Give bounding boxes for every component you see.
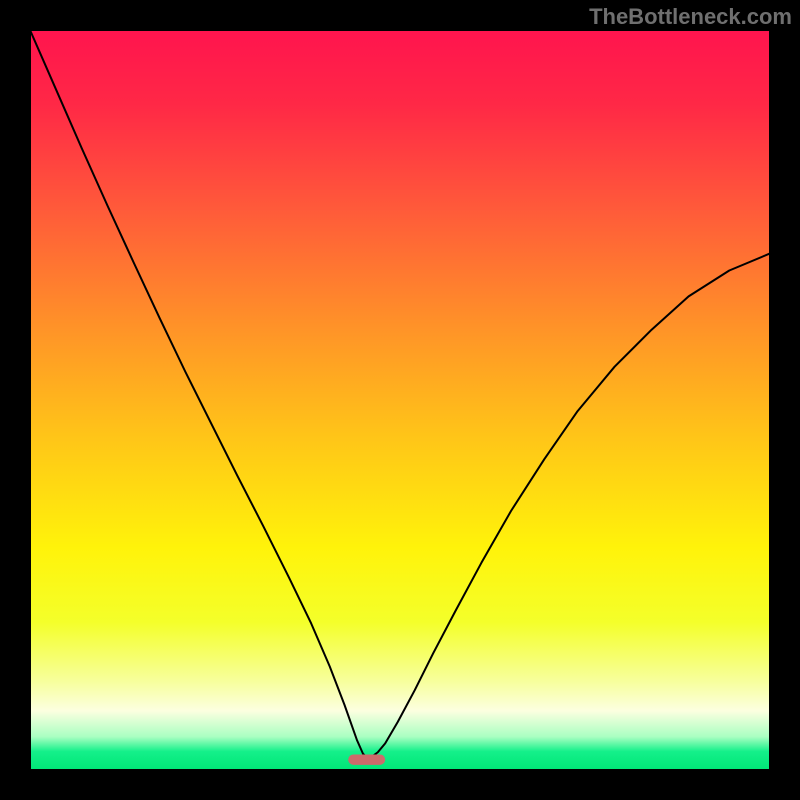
chart-container: { "watermark": { "text": "TheBottleneck.… (0, 0, 800, 800)
bottleneck-chart (0, 0, 800, 800)
vertex-marker (348, 754, 385, 764)
chart-plot-background (30, 30, 770, 770)
